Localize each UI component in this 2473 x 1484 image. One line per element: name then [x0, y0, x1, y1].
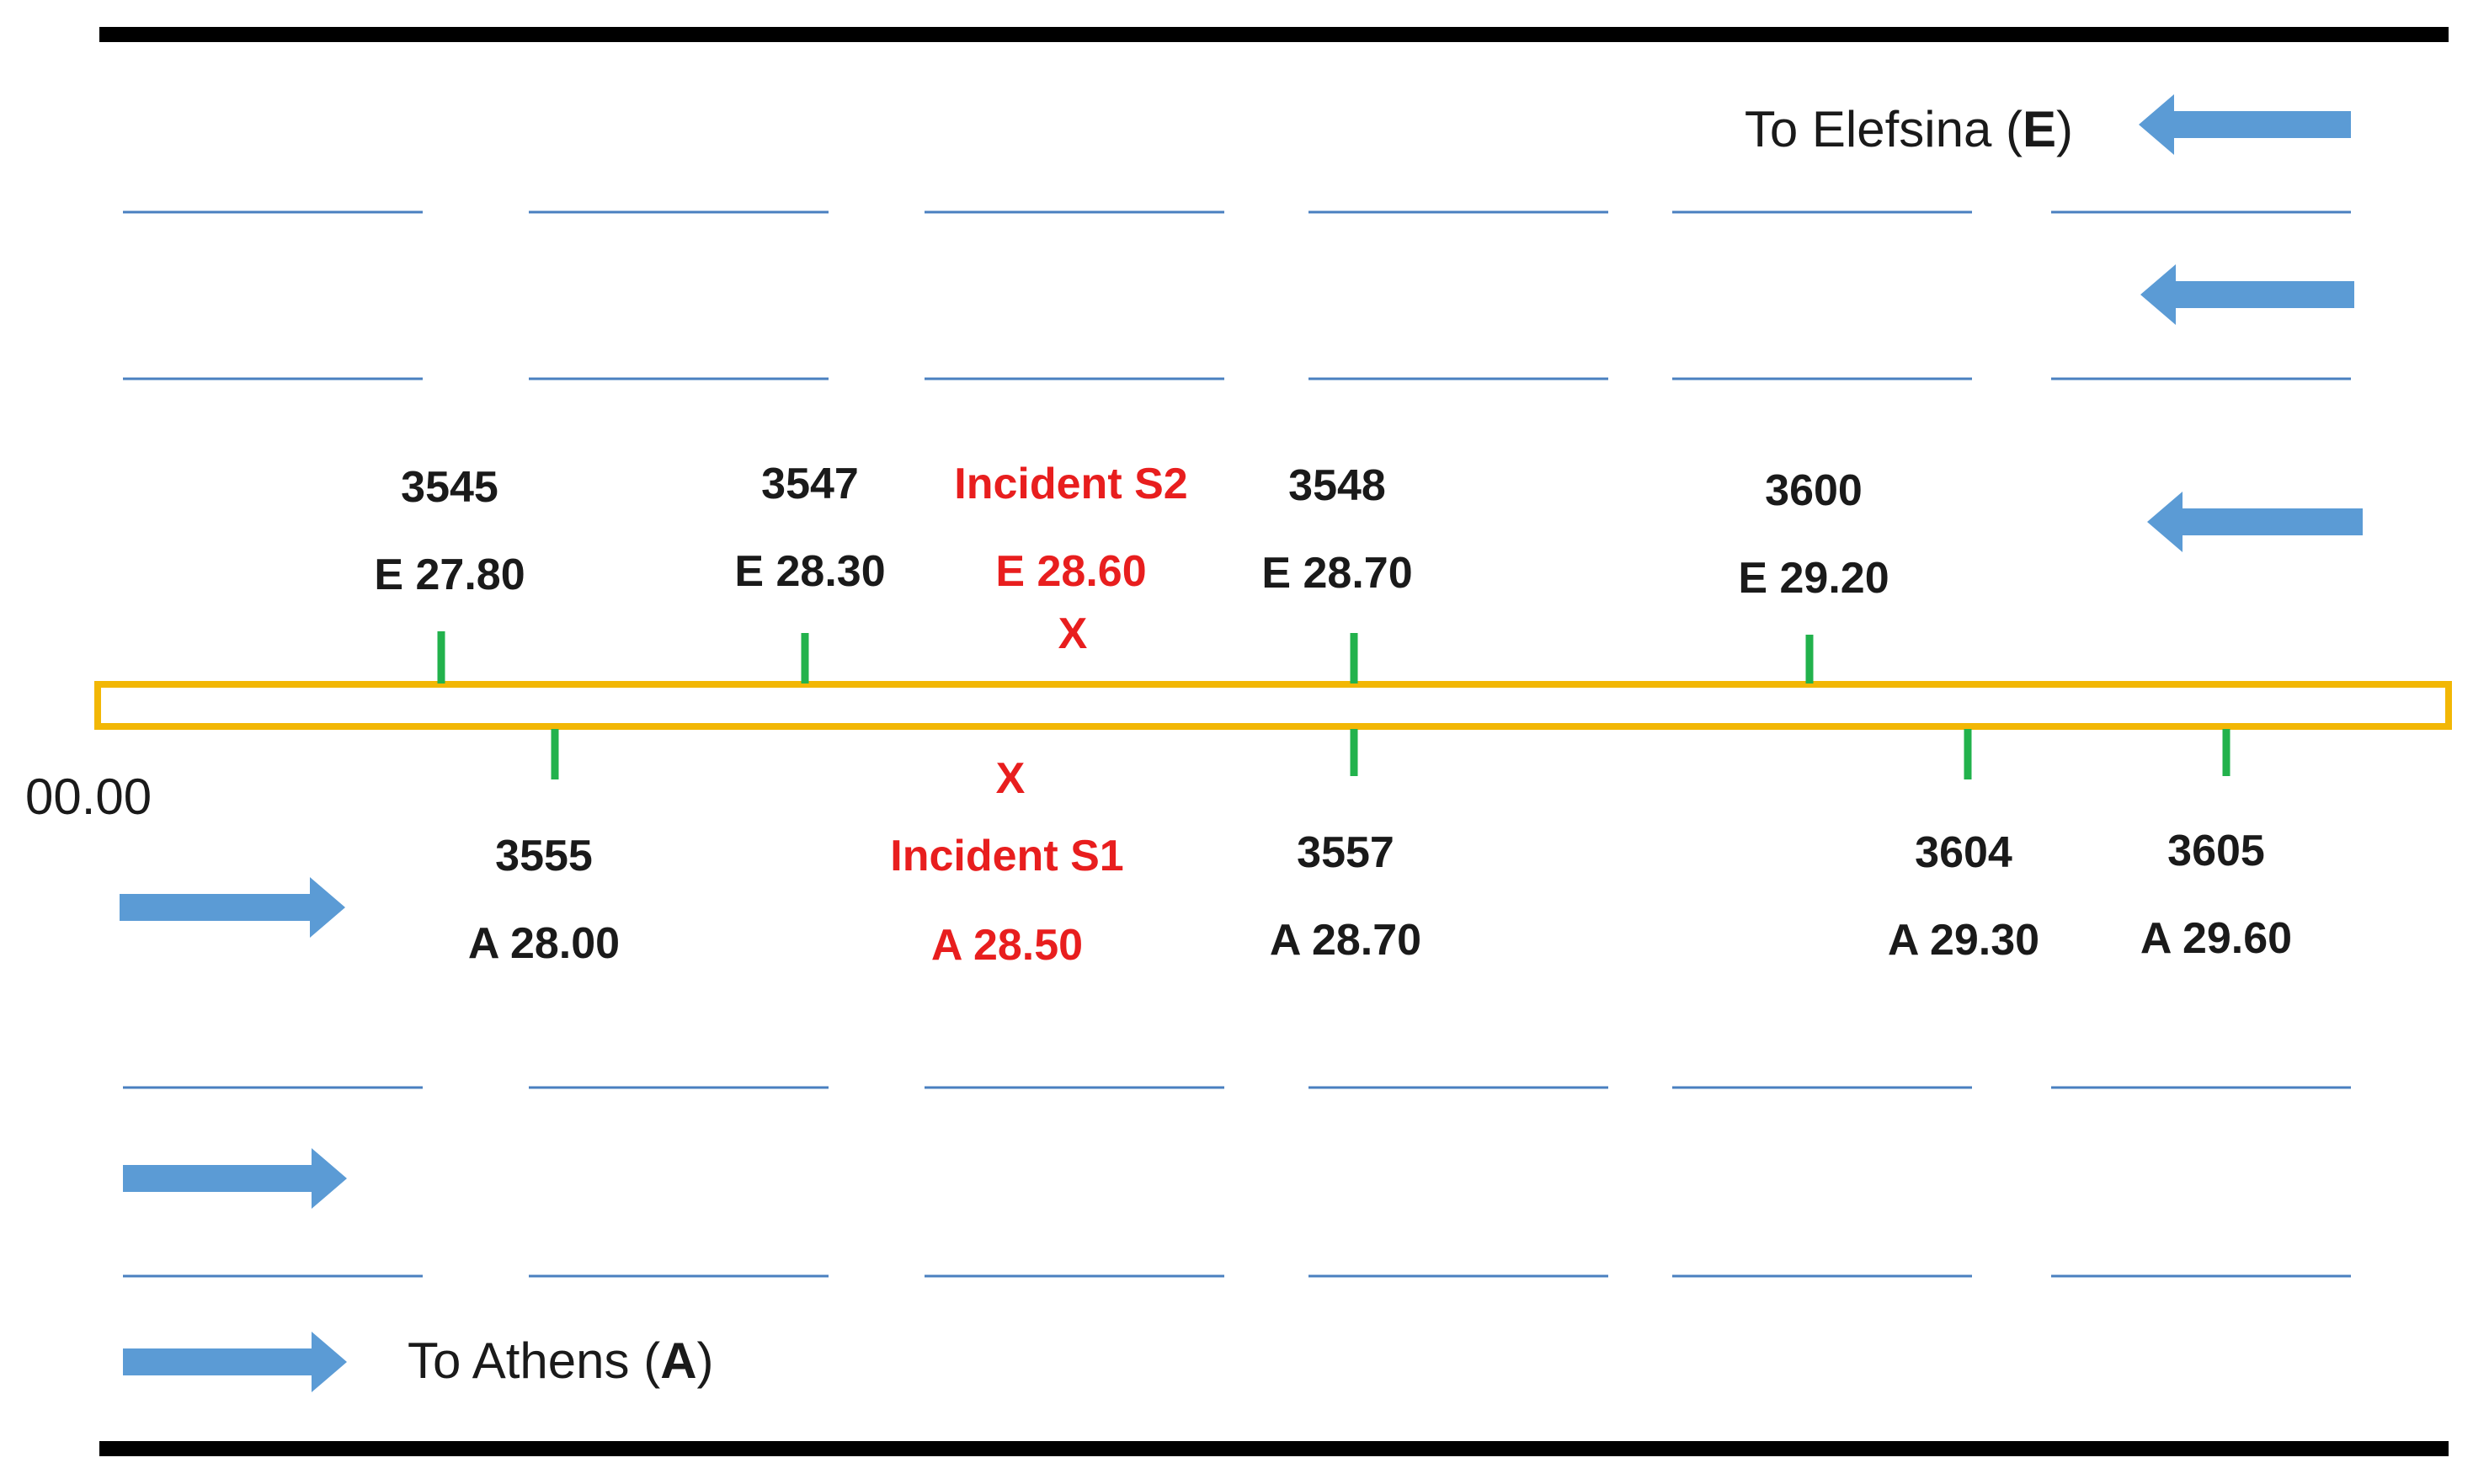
detector-id: 3604 [1915, 828, 2012, 877]
median-strip [94, 681, 2452, 730]
direction-letter: E [2023, 101, 2056, 157]
arrow-right-icon [120, 877, 345, 938]
detector-id: 3545 [401, 463, 498, 512]
detector-km: A 29.30 [1888, 916, 2039, 965]
detector-ticks-top [437, 631, 1814, 683]
detector-ticks-bottom [551, 729, 2230, 779]
direction-suffix: ) [697, 1332, 714, 1389]
arrow-left-icon [2147, 492, 2363, 552]
incident-marker-icon: X [1058, 609, 1088, 658]
road-border-top [99, 27, 2449, 42]
arrow-right-icon [123, 1148, 347, 1209]
incident-s2: Incident S2 E 28.60 X [954, 460, 1187, 658]
arrow-left-icon [2139, 94, 2351, 155]
detector-labels-top: 3545 E 27.80 3547 E 28.30 3548 E 28.70 3… [374, 460, 1889, 603]
detector-id: 3548 [1288, 461, 1386, 510]
detector-id: 3547 [761, 460, 859, 508]
detector-km: E 27.80 [374, 551, 525, 599]
direction-letter: A [660, 1332, 696, 1389]
detector-id: 3600 [1765, 466, 1863, 515]
detector-labels-bottom: 3555 A 28.00 3557 A 28.70 3604 A 29.30 3… [468, 827, 2292, 968]
incident-km: A 28.50 [931, 921, 1083, 970]
lane-dividers [123, 210, 2351, 1278]
detector-id: 3555 [495, 832, 593, 880]
incident-marker-icon: X [996, 754, 1026, 803]
detector-km: A 29.60 [2140, 914, 2292, 963]
detector-id: 3557 [1297, 828, 1394, 877]
direction-prefix: To Elefsina ( [1745, 101, 2023, 157]
arrow-right-icon [123, 1332, 347, 1392]
direction-label-elefsina: To Elefsina (E) [1745, 101, 2073, 157]
road-border-bottom [99, 1441, 2449, 1456]
detector-km: E 29.20 [1738, 554, 1889, 603]
detector-km: E 28.70 [1261, 549, 1412, 598]
origin-label: 00.00 [25, 769, 152, 825]
incident-s1: X Incident S1 A 28.50 [890, 754, 1123, 970]
direction-label-athens: To Athens (A) [408, 1332, 714, 1389]
incident-label: Incident S2 [954, 460, 1187, 508]
detector-km: A 28.70 [1270, 916, 1421, 965]
detector-km: E 28.30 [734, 547, 885, 596]
direction-prefix: To Athens ( [408, 1332, 660, 1389]
detector-id: 3605 [2167, 827, 2265, 875]
arrow-left-icon [2140, 264, 2354, 325]
direction-suffix: ) [2056, 101, 2073, 157]
incident-km: E 28.60 [995, 547, 1146, 596]
incident-label: Incident S1 [890, 832, 1123, 880]
detector-km: A 28.00 [468, 919, 620, 968]
